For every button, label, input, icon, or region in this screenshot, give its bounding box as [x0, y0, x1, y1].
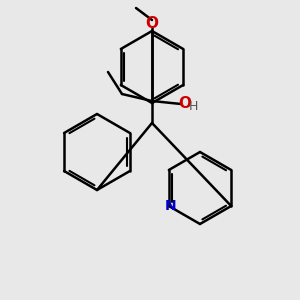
- Text: N: N: [165, 199, 177, 213]
- Text: H: H: [188, 100, 198, 112]
- Text: O: O: [178, 97, 191, 112]
- Text: O: O: [146, 16, 158, 32]
